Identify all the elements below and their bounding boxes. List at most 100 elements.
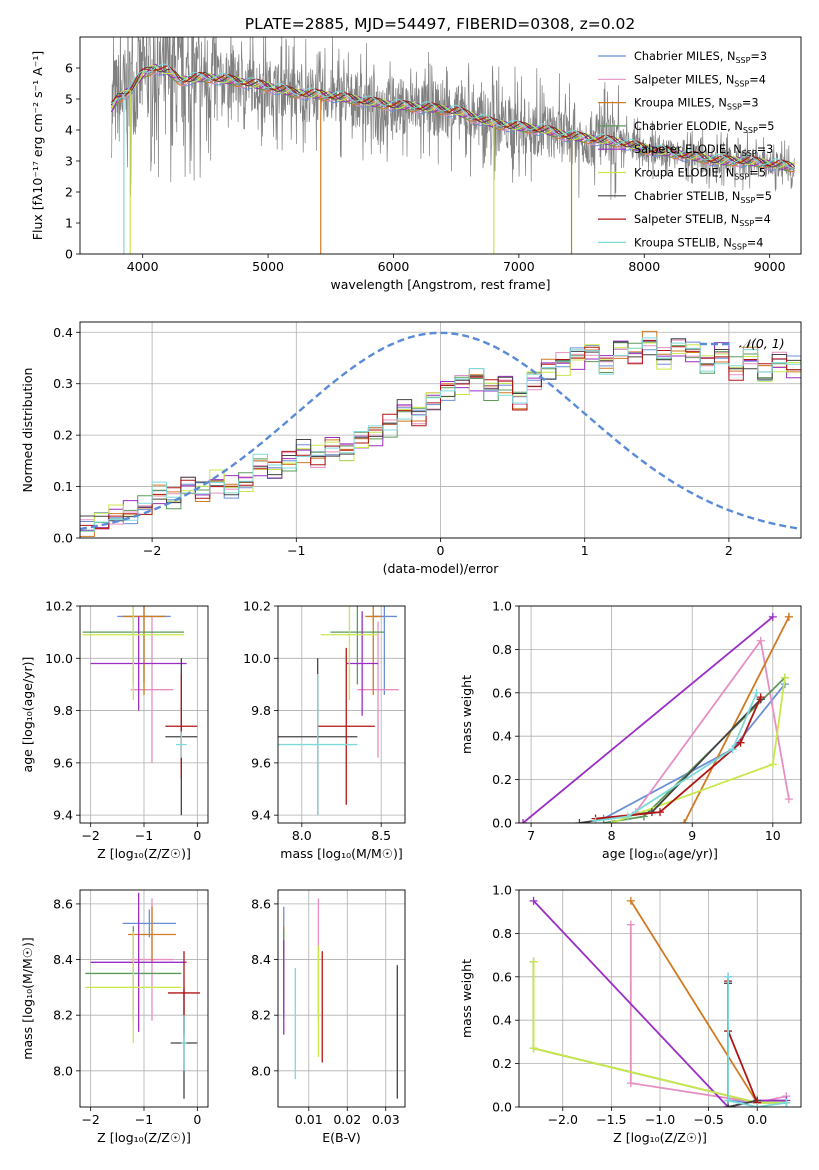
weight-marker	[736, 738, 745, 747]
plot-area	[85, 892, 200, 1099]
histogram-1	[80, 339, 801, 530]
y-tick-label: 0.6	[492, 685, 512, 700]
legend-sub: SSP	[734, 79, 749, 88]
weight-marker	[756, 693, 765, 702]
x-axis-label: Z [log₁₀(Z/Z☉)]	[613, 1130, 707, 1145]
y-tick-label: 10.2	[45, 599, 73, 614]
legend-tail: =5	[758, 120, 775, 133]
panel-residuals: −2 −1 0 1 2 0.0 0.1 0.2 0.3 0.4 (data-model)/error…	[20, 321, 802, 576]
legend-sub: SSP	[742, 149, 757, 158]
weight-marker	[575, 819, 584, 823]
y-tick-label: 0.0	[492, 1100, 512, 1115]
legend-label: Chabrier ELODIE, N	[634, 120, 743, 133]
weight-line-7	[595, 696, 762, 820]
weight-marker	[784, 795, 793, 804]
legend-entry: Salpeter STELIB, NSSP=4	[634, 213, 771, 228]
panel-mass-vs-Z: −2 −1 0 8.0 8.2 8.4 8.6 Z [log₁₀(Z/Z☉)] mass [lo…	[20, 889, 209, 1145]
y-tick-label: 9.4	[251, 808, 271, 823]
legend-entry: Salpeter MILES, NSSP=4	[634, 73, 766, 88]
x-tick-label: 6000	[378, 259, 410, 274]
y-tick-label: 0.3	[53, 376, 73, 391]
histogram-2	[80, 330, 801, 537]
axes-frame	[518, 889, 802, 1108]
legend-label: Chabrier MILES, N	[634, 50, 735, 63]
legend: 𝒩(0, 1)	[700, 336, 785, 351]
y-tick-label: 0.0	[53, 531, 73, 546]
model-line-8	[110, 63, 795, 169]
y-tick-label: 0.2	[53, 428, 73, 443]
legend-label: Salpeter STELIB, N	[634, 213, 739, 226]
y-axis-label: mass weight	[459, 675, 474, 754]
axes-frame	[79, 889, 209, 1108]
model-line-7	[110, 65, 795, 170]
x-tick-label: −1	[135, 1112, 153, 1127]
plot-area	[519, 612, 793, 823]
y-tick-label: 9.4	[53, 808, 73, 823]
y-tick-label: 10.0	[45, 651, 73, 666]
weight-marker	[768, 612, 777, 621]
y-tick-label: 5	[65, 92, 73, 107]
histogram-7	[80, 339, 801, 529]
figure-title: PLATE=2885, MJD=54497, FIBERID=0308, z=0…	[245, 15, 635, 33]
x-axis-label: mass [log₁₀(M/M☉)]	[280, 846, 402, 861]
legend-tail: =5	[749, 167, 766, 180]
x-tick-label: 9000	[754, 259, 786, 274]
x-tick-label: −2.0	[548, 1112, 578, 1127]
plot-area	[82, 606, 198, 816]
panel-age-vs-Z: −2 −1 0 9.4 9.6 9.8 10.0 10.2 Z [log₁₀(Z/Z☉)] age…	[20, 599, 209, 861]
x-axis-label: wavelength [Angstrom, rest frame]	[330, 277, 550, 292]
weight-marker	[626, 896, 635, 905]
y-tick-label: 0.6	[492, 969, 512, 984]
y-tick-label: 8.4	[53, 952, 73, 967]
panel-weight-vs-age: 7 8 9 10 0.0 0.2 0.4 0.6 0.8 1.0 age [log₁₀(age/yr…	[459, 599, 802, 861]
legend-sub: SSP	[740, 196, 755, 205]
x-axis-label: E(B-V)	[322, 1130, 361, 1145]
legend-label: Salpeter ELODIE, N	[634, 143, 742, 156]
x-tick-label: −1	[287, 543, 305, 558]
x-tick-label: 8.5	[371, 828, 391, 843]
weight-line-7	[727, 981, 759, 1104]
y-tick-label: 8.4	[251, 952, 271, 967]
y-tick-label: 1.0	[492, 599, 512, 614]
legend-entry: Chabrier ELODIE, NSSP=5	[634, 120, 774, 135]
y-tick-label: 2	[65, 185, 73, 200]
weight-line-6	[727, 983, 758, 1107]
legend-entry: 𝒩(0, 1)	[739, 336, 785, 351]
legend-entry: Kroupa MILES, NSSP=3	[634, 97, 759, 112]
weight-marker	[784, 612, 793, 621]
plot-area	[110, 37, 796, 254]
x-tick-label: 0.0	[747, 1112, 767, 1127]
weight-marker	[591, 816, 600, 823]
x-tick-label: 0.03	[372, 1112, 400, 1127]
axes-frame	[518, 605, 802, 824]
y-axis-label: mass weight	[459, 959, 474, 1038]
legend-sub: SSP	[727, 103, 742, 112]
axes-frame	[79, 321, 802, 539]
weight-line-8	[727, 976, 787, 1107]
y-tick-label: 3	[65, 154, 73, 169]
x-tick-label: 1	[581, 543, 589, 558]
y-tick-label: 6	[65, 61, 73, 76]
panel-age-vs-mass: 8.0 8.5 9.4 9.6 9.8 10.0 10.2 mass [log₁₀(M/M☉)…	[243, 599, 406, 861]
y-tick-label: 8.2	[53, 1008, 73, 1023]
y-tick-label: 8.6	[53, 896, 73, 911]
weight-marker	[724, 1096, 733, 1105]
histogram-5	[80, 342, 801, 532]
x-tick-label: −0.5	[693, 1112, 723, 1127]
weight-line-4	[522, 616, 774, 823]
legend-label: Kroupa STELIB, N	[634, 236, 732, 249]
weight-marker	[626, 1079, 635, 1088]
weight-line-2	[630, 900, 758, 1104]
weight-marker	[529, 896, 538, 905]
panel-weight-vs-Z: −2.0 −1.5 −1.0 −0.5 0.0 0.0 0.2 0.4 0.6 0.8 1.0 Z […	[459, 883, 802, 1145]
panel-mass-vs-EBV: 0.01 0.02 0.03 8.0 8.2 8.4 8.6 E(B-V)	[251, 889, 406, 1145]
weight-marker	[780, 673, 789, 682]
gaussian-curve	[80, 331, 801, 531]
weight-marker	[529, 957, 538, 966]
x-tick-label: 8000	[628, 259, 660, 274]
axes-frame	[79, 605, 209, 824]
y-tick-label: 0.4	[492, 729, 512, 744]
histogram-8	[80, 337, 801, 532]
x-tick-label: 2	[725, 543, 733, 558]
x-tick-label: −2	[143, 543, 161, 558]
